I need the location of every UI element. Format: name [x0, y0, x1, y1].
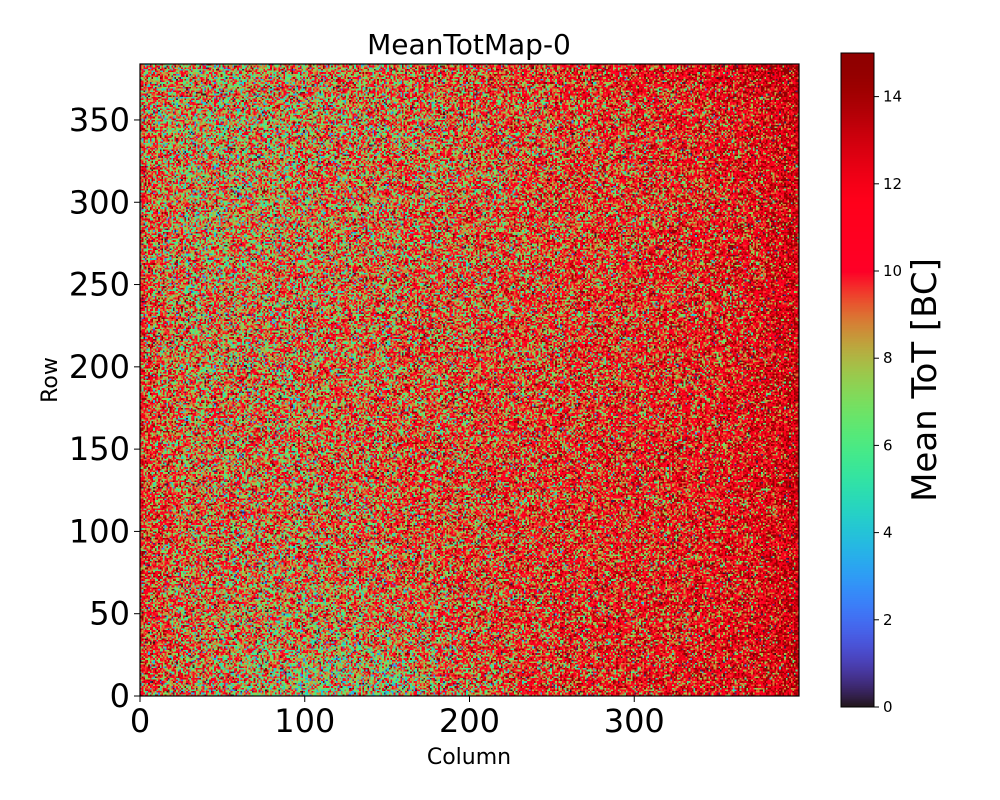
x-axis: 0 100 200 300: [130, 696, 665, 740]
y-tick-label: 0: [110, 677, 130, 715]
plot-frame: [139, 63, 800, 697]
colorbar-gradient: [841, 53, 874, 707]
colorbar-tick-label: 12: [883, 175, 902, 193]
y-axis: 0 50 100 150 200 250 300 350: [69, 101, 140, 715]
y-tick-label: 100: [69, 512, 130, 550]
colorbar-tick-label: 4: [883, 524, 893, 542]
y-tick-label: 250: [69, 266, 130, 304]
colorbar-tick-label: 14: [883, 88, 902, 106]
x-tick-label: 300: [604, 702, 665, 740]
colorbar-frame: [840, 52, 875, 708]
y-tick-label: 50: [89, 595, 130, 633]
heatmap-image: [140, 64, 799, 696]
colorbar-label: Mean ToT [BC]: [905, 258, 945, 502]
colorbar-tick-label: 6: [883, 436, 893, 454]
colorbar-axis: 0 2 4 6 8 10 12 14: [874, 88, 902, 716]
colorbar-tick-label: 0: [883, 698, 893, 716]
colorbar-tick-label: 2: [883, 611, 893, 629]
y-tick-label: 200: [69, 348, 130, 386]
colorbar-tick-label: 10: [883, 262, 902, 280]
chart-title: MeanTotMap-0: [367, 28, 571, 61]
y-tick-label: 150: [69, 430, 130, 468]
y-tick-label: 300: [69, 183, 130, 221]
x-tick-label: 200: [439, 702, 500, 740]
x-tick-label: 100: [274, 702, 335, 740]
y-tick-label: 350: [69, 101, 130, 139]
y-axis-label: Row: [38, 357, 63, 403]
colorbar-tick-label: 8: [883, 349, 893, 367]
x-axis-label: Column: [427, 745, 511, 770]
x-tick-label: 0: [130, 702, 150, 740]
